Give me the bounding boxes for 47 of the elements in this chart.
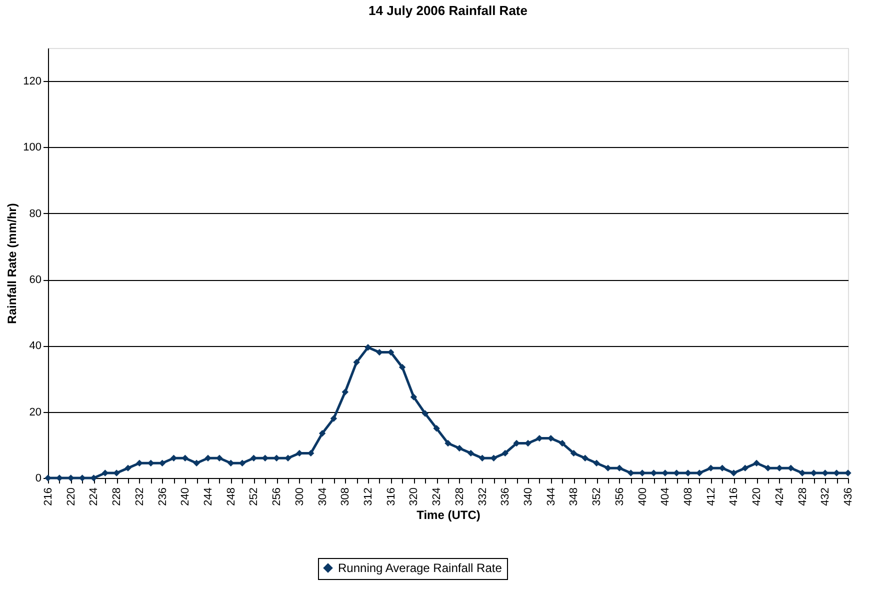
y-tick-label: 20 <box>29 406 42 418</box>
x-tick-label: 308 <box>340 488 352 506</box>
x-tick-label: 400 <box>636 488 649 506</box>
x-tick-label: 320 <box>408 488 420 506</box>
x-tick-label: 436 <box>842 488 854 506</box>
y-tick-label: 80 <box>29 208 42 220</box>
x-tick-label: 332 <box>476 488 489 506</box>
x-tick-label: 416 <box>728 488 740 506</box>
x-tick-label: 356 <box>614 488 626 506</box>
x-tick-label: 312 <box>362 488 374 506</box>
x-tick-label: 224 <box>88 488 100 506</box>
y-tick-label: 100 <box>23 142 42 154</box>
x-tick-label: 352 <box>591 488 604 506</box>
x-tick-label: 428 <box>796 488 809 506</box>
x-tick-label: 328 <box>454 488 466 506</box>
x-tick-label: 216 <box>42 488 54 506</box>
x-tick-label: 344 <box>545 488 558 506</box>
x-axis-title: Time (UTC) <box>416 508 480 522</box>
x-tick-label: 252 <box>248 488 260 506</box>
x-tick-label: 432 <box>820 488 832 506</box>
x-tick-label: 340 <box>522 488 534 506</box>
x-tick-label: 236 <box>156 488 169 506</box>
x-tick-label: 228 <box>111 488 124 506</box>
x-tick-label: 424 <box>774 488 786 506</box>
x-tick-label: 412 <box>705 488 718 506</box>
x-tick-label: 300 <box>294 488 306 506</box>
legend-label: Running Average Rainfall Rate <box>338 561 502 575</box>
x-tick-label: 404 <box>660 488 672 506</box>
chart-title: 14 July 2006 Rainfall Rate <box>368 3 528 18</box>
x-tick-label: 240 <box>180 488 192 506</box>
x-tick-label: 304 <box>316 488 329 506</box>
x-tick-label: 316 <box>385 488 398 506</box>
x-tick-label: 348 <box>568 488 580 506</box>
y-axis-title: Rainfall Rate (mm/hr) <box>5 203 20 324</box>
y-tick-label: 60 <box>29 274 42 286</box>
x-tick-label: 220 <box>65 488 78 506</box>
y-tick-label: 0 <box>35 472 42 484</box>
x-tick-label: 248 <box>225 488 238 506</box>
x-tick-label: 420 <box>751 488 764 506</box>
y-tick-label: 120 <box>23 76 42 88</box>
x-tick-label: 232 <box>134 488 146 506</box>
x-tick-label: 256 <box>271 488 284 506</box>
x-tick-label: 336 <box>500 488 512 506</box>
x-tick-label: 324 <box>431 488 444 506</box>
x-tick-label: 408 <box>682 488 694 506</box>
y-tick-label: 40 <box>29 340 42 352</box>
x-tick-label: 244 <box>202 488 214 506</box>
